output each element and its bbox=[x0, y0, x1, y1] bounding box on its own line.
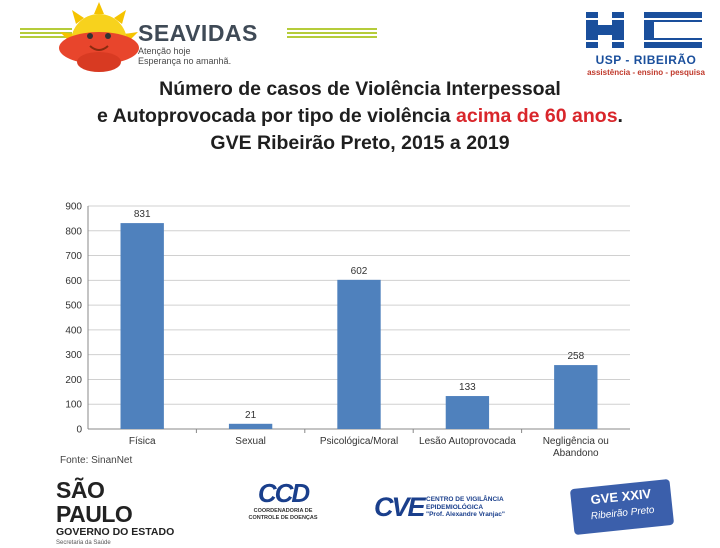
bar bbox=[120, 223, 164, 429]
sp-line-2: GOVERNO DO ESTADO bbox=[56, 526, 175, 538]
title-line-1: Número de casos de Violência Interpessoa… bbox=[159, 78, 561, 100]
page-title: Número de casos de Violência Interpessoa… bbox=[0, 76, 720, 157]
y-tick-label: 100 bbox=[65, 400, 82, 411]
seavidas-brand: SEAVIDAS Atenção hoje Esperança no amanh… bbox=[138, 20, 258, 66]
hc-line-2: assistência - ensino - pesquisa bbox=[587, 68, 705, 77]
x-tick-label: Abandono bbox=[553, 448, 599, 459]
y-tick-label: 700 bbox=[65, 251, 82, 262]
y-tick-label: 300 bbox=[65, 350, 82, 361]
brand-tagline-1: Atenção hoje bbox=[138, 46, 191, 56]
gve-badge: GVE XXIV Ribeirão Preto bbox=[569, 478, 675, 536]
title-line-3: GVE Ribeirão Preto, 2015 a 2019 bbox=[210, 132, 510, 154]
bar bbox=[445, 396, 490, 429]
sun-mascot-icon bbox=[59, 2, 139, 72]
bar-chart-svg: 0 100 200 300 400 500 600 700 800 900 831 Física 21 S… bbox=[65, 202, 630, 459]
x-tick-label: Negligência ou bbox=[543, 436, 609, 447]
bar bbox=[228, 423, 273, 429]
brand-stripes bbox=[287, 28, 377, 40]
cve-mark: CVE bbox=[374, 492, 426, 522]
data-label: 602 bbox=[351, 266, 368, 277]
cve-line-1: CENTRO DE VIGILÂNCIA bbox=[426, 496, 504, 503]
y-tick-label: 400 bbox=[65, 325, 82, 336]
source-note: Fonte: SinanNet bbox=[60, 455, 133, 466]
hc-line-1: USP - RIBEIRÃO bbox=[595, 53, 697, 67]
data-label: 831 bbox=[134, 209, 151, 220]
ccd-line-2: CONTROLE DE DOENÇAS bbox=[248, 515, 318, 521]
x-tick-label: Psicológica/Moral bbox=[320, 436, 398, 447]
x-tick-label: Física bbox=[129, 436, 156, 447]
ccd-mark: CCD bbox=[257, 478, 310, 508]
y-tick-label: 0 bbox=[76, 425, 82, 436]
seavidas-logo: SEAVIDAS Atenção hoje Esperança no amanh… bbox=[20, 0, 290, 76]
bar bbox=[337, 279, 381, 429]
y-tick-label: 600 bbox=[65, 276, 82, 287]
y-tick-label: 800 bbox=[65, 226, 82, 237]
sp-line-1: SÃO PAULO bbox=[56, 477, 133, 527]
bar bbox=[554, 365, 598, 429]
bar-chart: 0 100 200 300 400 500 600 700 800 900 831 Física 21 S… bbox=[52, 198, 642, 468]
logo-stripes bbox=[20, 28, 72, 42]
sao-paulo-logo: SÃO PAULO GOVERNO DO ESTADO Secretaria d… bbox=[56, 477, 176, 546]
y-tick-label: 200 bbox=[65, 375, 82, 386]
y-tick-label: 500 bbox=[65, 301, 82, 312]
hc-usp-logo: USP - RIBEIRÃO assistência - ensino - pe… bbox=[582, 8, 710, 80]
hc-mark-icon bbox=[582, 12, 710, 48]
cve-line-3: "Prof. Alexandre Vranjac" bbox=[426, 511, 505, 518]
data-label: 258 bbox=[567, 351, 584, 362]
brand-name: SEAVIDAS bbox=[138, 20, 258, 46]
title-line-2-suffix: . bbox=[617, 105, 623, 127]
title-line-2-prefix: e Autoprovocada por tipo de violência bbox=[97, 105, 457, 127]
ccd-logo: CCD COORDENADORIA DE CONTROLE DE DOENÇAS bbox=[228, 478, 338, 534]
cve-line-2: EPIDEMIOLÓGICA bbox=[426, 503, 484, 511]
title-highlight: acima de 60 anos bbox=[456, 105, 618, 127]
data-label: 21 bbox=[245, 410, 257, 421]
cve-logo: CVE CENTRO DE VIGILÂNCIA EPIDEMIOLÓGICA … bbox=[374, 478, 524, 534]
brand-tagline-2: Esperança no amanhã. bbox=[138, 56, 232, 66]
data-label: 133 bbox=[459, 382, 476, 393]
x-tick-label: Lesão Autoprovocada bbox=[419, 436, 516, 447]
cve-text: CENTRO DE VIGILÂNCIA EPIDEMIOLÓGICA "Pro… bbox=[426, 496, 505, 519]
title-line-2: e Autoprovocada por tipo de violência ac… bbox=[0, 103, 720, 130]
ccd-line-1: COORDENADORIA DE bbox=[253, 508, 313, 514]
x-tick-label: Sexual bbox=[235, 436, 266, 447]
y-tick-label: 900 bbox=[65, 202, 82, 213]
